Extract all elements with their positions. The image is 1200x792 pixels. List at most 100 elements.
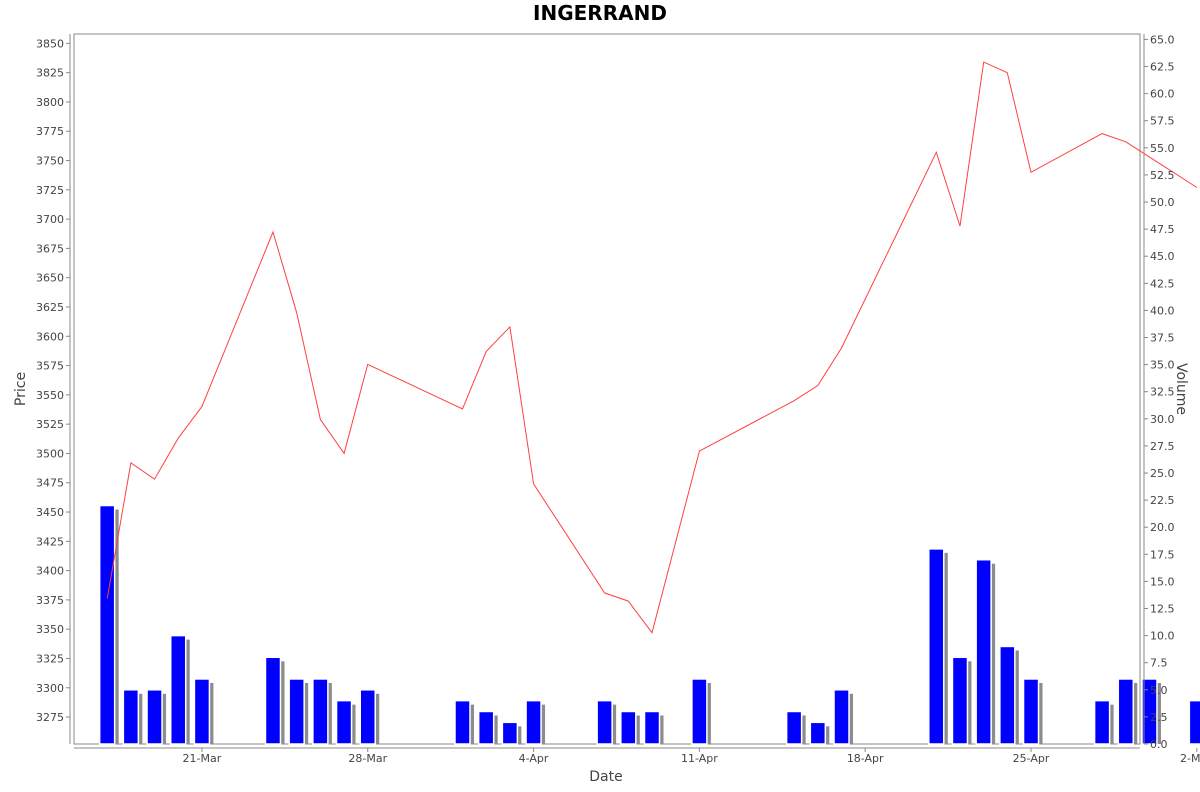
- volume-bar: [359, 689, 376, 745]
- volume-bar: [809, 721, 827, 745]
- volume-bar: [596, 699, 613, 745]
- volume-bar: [146, 689, 163, 745]
- date-tick-label: 21-Mar: [183, 752, 222, 765]
- volume-tick-label: 15.0: [1150, 575, 1175, 588]
- price-tick-label: 3375: [36, 594, 64, 607]
- volume-tick-label: 12.5: [1150, 603, 1175, 616]
- volume-bar: [312, 678, 329, 745]
- y-axis-left-label: Price: [13, 372, 29, 406]
- volume-tick-label: 30.0: [1150, 413, 1175, 426]
- chart-title: INGERRAND: [533, 1, 667, 25]
- volume-tick-label: 50.0: [1150, 196, 1175, 209]
- price-tick-label: 3625: [36, 301, 64, 314]
- volume-bar: [288, 678, 305, 745]
- volume-bar: [169, 634, 187, 745]
- price-tick-label: 3750: [36, 155, 64, 168]
- volume-tick-label: 52.5: [1150, 169, 1175, 182]
- volume-tick-label: 5.0: [1150, 684, 1168, 697]
- volume-bars: [98, 504, 1200, 745]
- volume-tick-label: 7.5: [1150, 657, 1168, 670]
- volume-tick-label: 47.5: [1150, 223, 1175, 236]
- price-axis: 3275 3300 3325 3350 3375 3400 3425 3450 3475 3500…: [36, 34, 71, 744]
- volume-bar: [98, 504, 116, 745]
- price-line-group: [106, 61, 1198, 634]
- volume-axis: 0.0 2.5 5.0 7.5 10.0 12.5 15.0 17.5 20.0 22.5 25.0…: [1143, 33, 1175, 751]
- price-tick-label: 3350: [36, 623, 64, 636]
- volume-bar: [501, 721, 519, 745]
- price-tick-label: 3275: [36, 711, 64, 724]
- volume-tick-label: 17.5: [1150, 548, 1175, 561]
- volume-bar: [1117, 678, 1135, 745]
- volume-bar: [691, 678, 708, 745]
- volume-tick-label: 57.5: [1150, 115, 1175, 128]
- volume-tick-label: 22.5: [1150, 494, 1175, 507]
- date-tick-label: 25-Apr: [1013, 752, 1050, 765]
- price-tick-label: 3825: [36, 67, 64, 80]
- volume-tick-label: 20.0: [1150, 521, 1175, 534]
- volume-tick-label: 65.0: [1150, 33, 1175, 46]
- volume-bar: [785, 710, 803, 745]
- volume-tick-label: 27.5: [1150, 440, 1175, 453]
- volume-bar: [335, 699, 353, 745]
- volume-bar: [193, 678, 211, 745]
- volume-bar: [643, 710, 661, 745]
- volume-tick-label: 35.0: [1150, 359, 1175, 372]
- date-tick-label: 28-Mar: [348, 752, 387, 765]
- volume-bar: [454, 699, 471, 745]
- price-tick-label: 3600: [36, 330, 64, 343]
- volume-bar: [975, 558, 992, 745]
- volume-bar: [1141, 678, 1158, 745]
- volume-bar: [833, 689, 850, 745]
- volume-tick-label: 45.0: [1150, 250, 1175, 263]
- price-tick-label: 3525: [36, 418, 64, 431]
- price-tick-label: 3725: [36, 184, 64, 197]
- volume-tick-label: 40.0: [1150, 304, 1175, 317]
- volume-bar: [477, 710, 495, 745]
- y-axis-right-label: Volume: [1173, 363, 1189, 415]
- volume-bar: [620, 710, 637, 745]
- price-tick-label: 3775: [36, 125, 64, 138]
- date-axis: 21-Mar 28-Mar 4-Apr 11-Apr 18-Apr 25-Apr 2-May: [74, 747, 1200, 765]
- volume-tick-label: 42.5: [1150, 277, 1175, 290]
- price-line: [106, 61, 1198, 634]
- price-tick-label: 3700: [36, 213, 64, 226]
- volume-tick-label: 25.0: [1150, 467, 1175, 480]
- volume-tick-label: 37.5: [1150, 332, 1175, 345]
- volume-tick-label: 2.5: [1150, 711, 1168, 724]
- date-tick-label: 4-Apr: [519, 752, 549, 765]
- price-tick-label: 3550: [36, 389, 64, 402]
- price-tick-label: 3800: [36, 96, 64, 109]
- volume-bar: [122, 689, 140, 745]
- x-axis-label: Date: [589, 769, 622, 785]
- volume-bar: [264, 656, 282, 745]
- volume-bar: [951, 656, 969, 745]
- volume-tick-label: 60.0: [1150, 88, 1175, 101]
- volume-bar: [1093, 699, 1111, 745]
- volume-tick-label: 32.5: [1150, 386, 1175, 399]
- volume-tick-label: 62.5: [1150, 61, 1175, 74]
- price-tick-label: 3500: [36, 447, 64, 460]
- volume-tick-label: 0.0: [1150, 738, 1168, 751]
- plot-area: [73, 33, 1141, 745]
- price-tick-label: 3850: [36, 37, 64, 50]
- price-tick-label: 3475: [36, 477, 64, 490]
- price-tick-label: 3325: [36, 652, 64, 665]
- price-tick-label: 3400: [36, 565, 64, 578]
- date-tick-label: 18-Apr: [847, 752, 884, 765]
- volume-bar: [525, 699, 542, 745]
- volume-bar: [928, 548, 945, 745]
- price-tick-label: 3650: [36, 272, 64, 285]
- volume-tick-label: 10.0: [1150, 630, 1175, 643]
- volume-bar: [999, 645, 1016, 745]
- volume-bar: [1188, 699, 1200, 745]
- price-tick-label: 3575: [36, 360, 64, 373]
- price-tick-label: 3450: [36, 506, 64, 519]
- date-tick-label: 11-Apr: [681, 752, 718, 765]
- volume-tick-label: 55.0: [1150, 142, 1175, 155]
- price-tick-label: 3425: [36, 535, 64, 548]
- price-tick-label: 3675: [36, 242, 64, 255]
- price-tick-label: 3300: [36, 682, 64, 695]
- volume-bar: [1022, 678, 1040, 745]
- date-tick-label: 2-May: [1180, 752, 1200, 765]
